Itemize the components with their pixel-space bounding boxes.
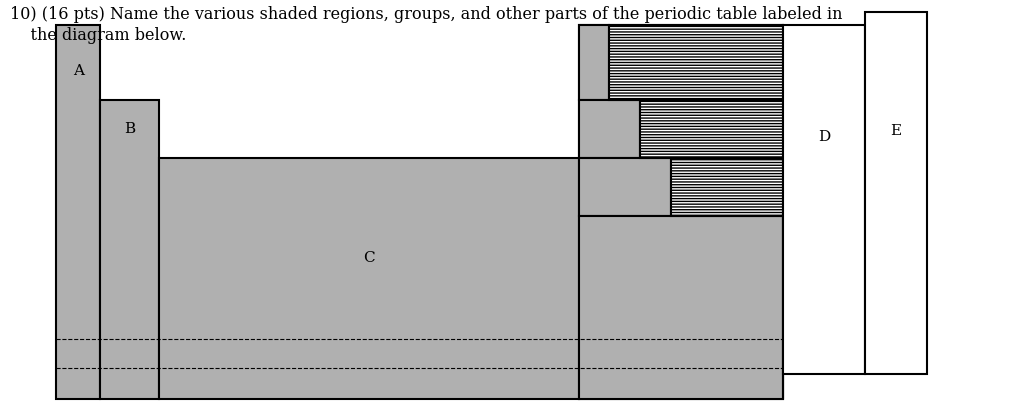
Bar — [100, 100, 159, 399]
Text: 10) (16 pts) Name the various shaded regions, groups, and other parts of the per: 10) (16 pts) Name the various shaded reg… — [10, 6, 843, 23]
Bar — [579, 100, 640, 158]
Bar — [640, 100, 783, 158]
Bar — [159, 158, 579, 399]
Bar — [579, 158, 671, 216]
Text: A: A — [73, 64, 84, 78]
Bar — [671, 158, 783, 216]
Text: the diagram below.: the diagram below. — [10, 27, 186, 44]
Bar — [609, 25, 783, 100]
Text: D: D — [818, 130, 830, 144]
Bar — [579, 216, 783, 399]
Bar — [56, 25, 100, 399]
Bar — [579, 25, 783, 399]
Text: C: C — [362, 251, 375, 265]
Bar — [865, 12, 927, 374]
Text: B: B — [124, 122, 135, 136]
Bar — [579, 25, 609, 100]
Text: E: E — [891, 124, 901, 138]
Bar — [783, 25, 865, 374]
